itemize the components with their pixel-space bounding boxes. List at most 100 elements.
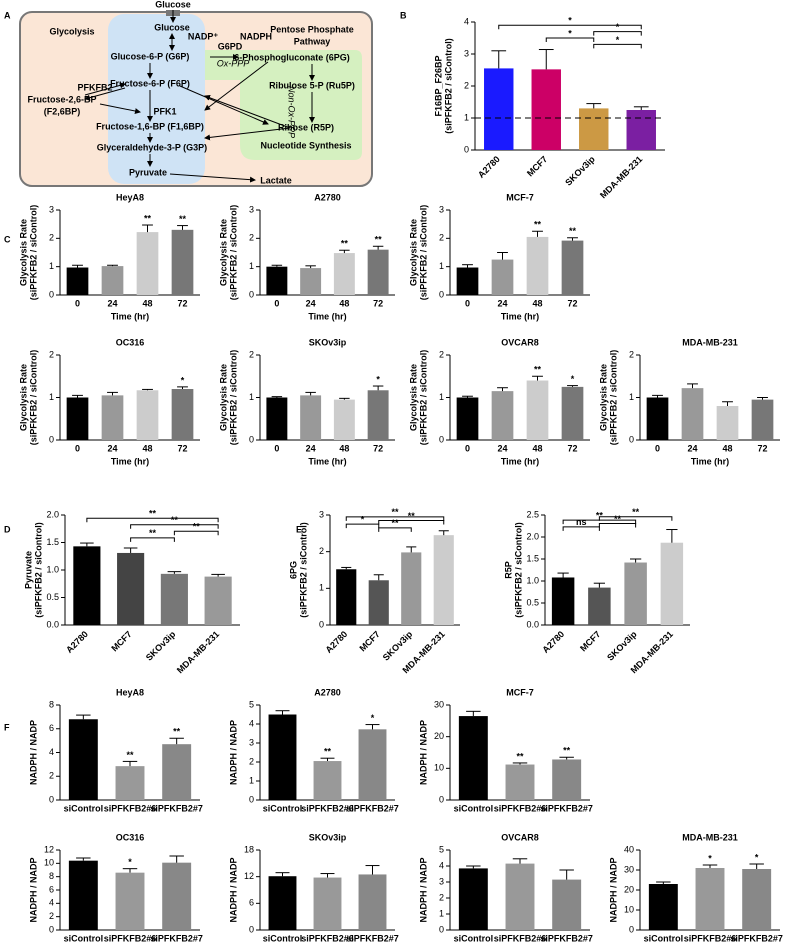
diagram-label: (F2,6BP)	[44, 106, 81, 116]
bracket	[593, 43, 642, 49]
y-tick-label: 4	[464, 16, 469, 26]
y-tick-label: 10	[624, 904, 634, 914]
x-tick-label: siPFKFB2#7	[540, 803, 593, 813]
y-axis-label: F16BP_F26BP	[433, 55, 443, 116]
x-tick-label: siPFKFB2#7	[346, 933, 399, 943]
y-tick-label: 6	[249, 898, 254, 908]
y-axis-label: 6PG	[288, 561, 298, 579]
x-tick-label: 72	[373, 298, 383, 308]
y-tick-label: 1	[629, 392, 634, 402]
bar	[333, 253, 355, 295]
x-tick-label: MCF7	[578, 629, 602, 653]
y-tick-label: 0	[629, 434, 634, 444]
bracket-label: **	[193, 522, 201, 532]
x-tick-label: 24	[497, 298, 507, 308]
y-tick-label: 4	[439, 860, 444, 870]
y-axis-label: Glycolysis Rate	[598, 364, 608, 431]
y-tick-label: 1	[49, 261, 54, 271]
bar	[526, 236, 549, 295]
inhibit-arrow	[84, 82, 126, 96]
bar	[401, 552, 422, 625]
arrow	[179, 85, 269, 125]
diagram-label: Fructose-1,6-BP (F1,6BP)	[96, 121, 204, 131]
bar	[367, 390, 389, 440]
bar	[66, 397, 89, 440]
x-tick-label: siPFKFB2#7	[150, 803, 203, 813]
y-axis-label: R5P	[503, 561, 513, 579]
y-tick-label: 0	[49, 289, 54, 299]
x-tick-label: MDA-MB-231	[598, 154, 644, 200]
bar	[552, 759, 582, 800]
bracket-label: *	[616, 22, 620, 32]
diagram-label: Fructose-2,6-BP	[27, 94, 96, 104]
bar	[751, 399, 774, 440]
y-tick-label: 30	[624, 864, 634, 874]
x-tick-label: 48	[142, 443, 152, 453]
x-tick-label: 48	[532, 298, 542, 308]
y-tick-label: 4	[49, 747, 54, 757]
diagram-label: PFKFB2	[77, 82, 112, 92]
panel-label: E	[296, 524, 302, 534]
y-tick-label: 12	[44, 844, 54, 854]
chart-title: OVCAR8	[501, 832, 539, 842]
y-tick-label: 2	[464, 80, 469, 90]
y-tick-label: 0	[249, 924, 254, 934]
y-tick-label: 2	[49, 911, 54, 921]
bar	[484, 68, 514, 150]
bar	[115, 766, 145, 800]
y-tick-label: 3	[439, 876, 444, 886]
x-tick-label: SKOv3ip	[563, 154, 597, 188]
x-tick-label: MDA-MB-231	[175, 629, 221, 675]
y-tick-label: 30	[434, 699, 444, 709]
x-tick-label: 24	[497, 443, 507, 453]
panel-label: C	[4, 234, 11, 244]
y-axis-label: Glycolysis Rate	[18, 219, 28, 286]
bracket-label: **	[149, 528, 157, 538]
x-tick-label: siControl	[454, 803, 494, 813]
bar	[268, 876, 297, 930]
x-tick-label: siPFKFB2#6	[301, 803, 354, 813]
y-tick-label: 0	[439, 794, 444, 804]
arrow	[204, 61, 269, 111]
chart-title: A2780	[314, 687, 341, 697]
y-axis-label: (siPFKFB2 / siControl)	[418, 205, 428, 301]
x-tick-label: MCF7	[357, 629, 381, 653]
x-tick-label: 48	[532, 443, 542, 453]
arrow	[204, 94, 291, 129]
x-tick-label: SKOv3ip	[144, 629, 178, 663]
x-tick-label: 72	[177, 443, 187, 453]
x-tick-label: 0	[75, 298, 80, 308]
bar	[551, 577, 575, 625]
bar	[300, 268, 322, 295]
x-tick-label: 24	[687, 443, 697, 453]
bar	[716, 406, 739, 440]
panel-label: B	[400, 10, 407, 20]
x-axis-label: Time (hr)	[691, 456, 729, 466]
bar	[531, 69, 561, 150]
x-tick-label: 72	[567, 443, 577, 453]
y-axis-label: Glycolysis Rate	[218, 219, 228, 286]
bar	[458, 716, 488, 800]
x-tick-label: 72	[177, 298, 187, 308]
arrow	[169, 173, 256, 183]
bracket-label: **	[149, 509, 157, 519]
x-tick-label: siPFKFB2#6	[301, 933, 354, 943]
x-tick-label: siPFKFB2#6	[104, 803, 157, 813]
bar	[266, 397, 288, 440]
diagram-label: Pyruvate	[129, 167, 167, 177]
x-tick-label: siControl	[263, 933, 303, 943]
y-tick-label: 18	[244, 844, 254, 854]
diagram-label: Pathway	[294, 36, 331, 46]
x-tick-label: siPFKFB2#6	[494, 933, 547, 943]
bar	[579, 108, 609, 150]
chart-title: MDA-MB-231	[682, 832, 738, 842]
y-tick-label: 12	[244, 871, 254, 881]
x-tick-label: 24	[306, 443, 316, 453]
x-tick-label: 0	[274, 443, 279, 453]
x-tick-label: siPFKFB2#6	[494, 803, 547, 813]
y-tick-label: 8	[49, 699, 54, 709]
bracket	[378, 527, 412, 532]
y-tick-label: 0	[629, 924, 634, 934]
y-tick-label: 0.0	[46, 619, 59, 629]
